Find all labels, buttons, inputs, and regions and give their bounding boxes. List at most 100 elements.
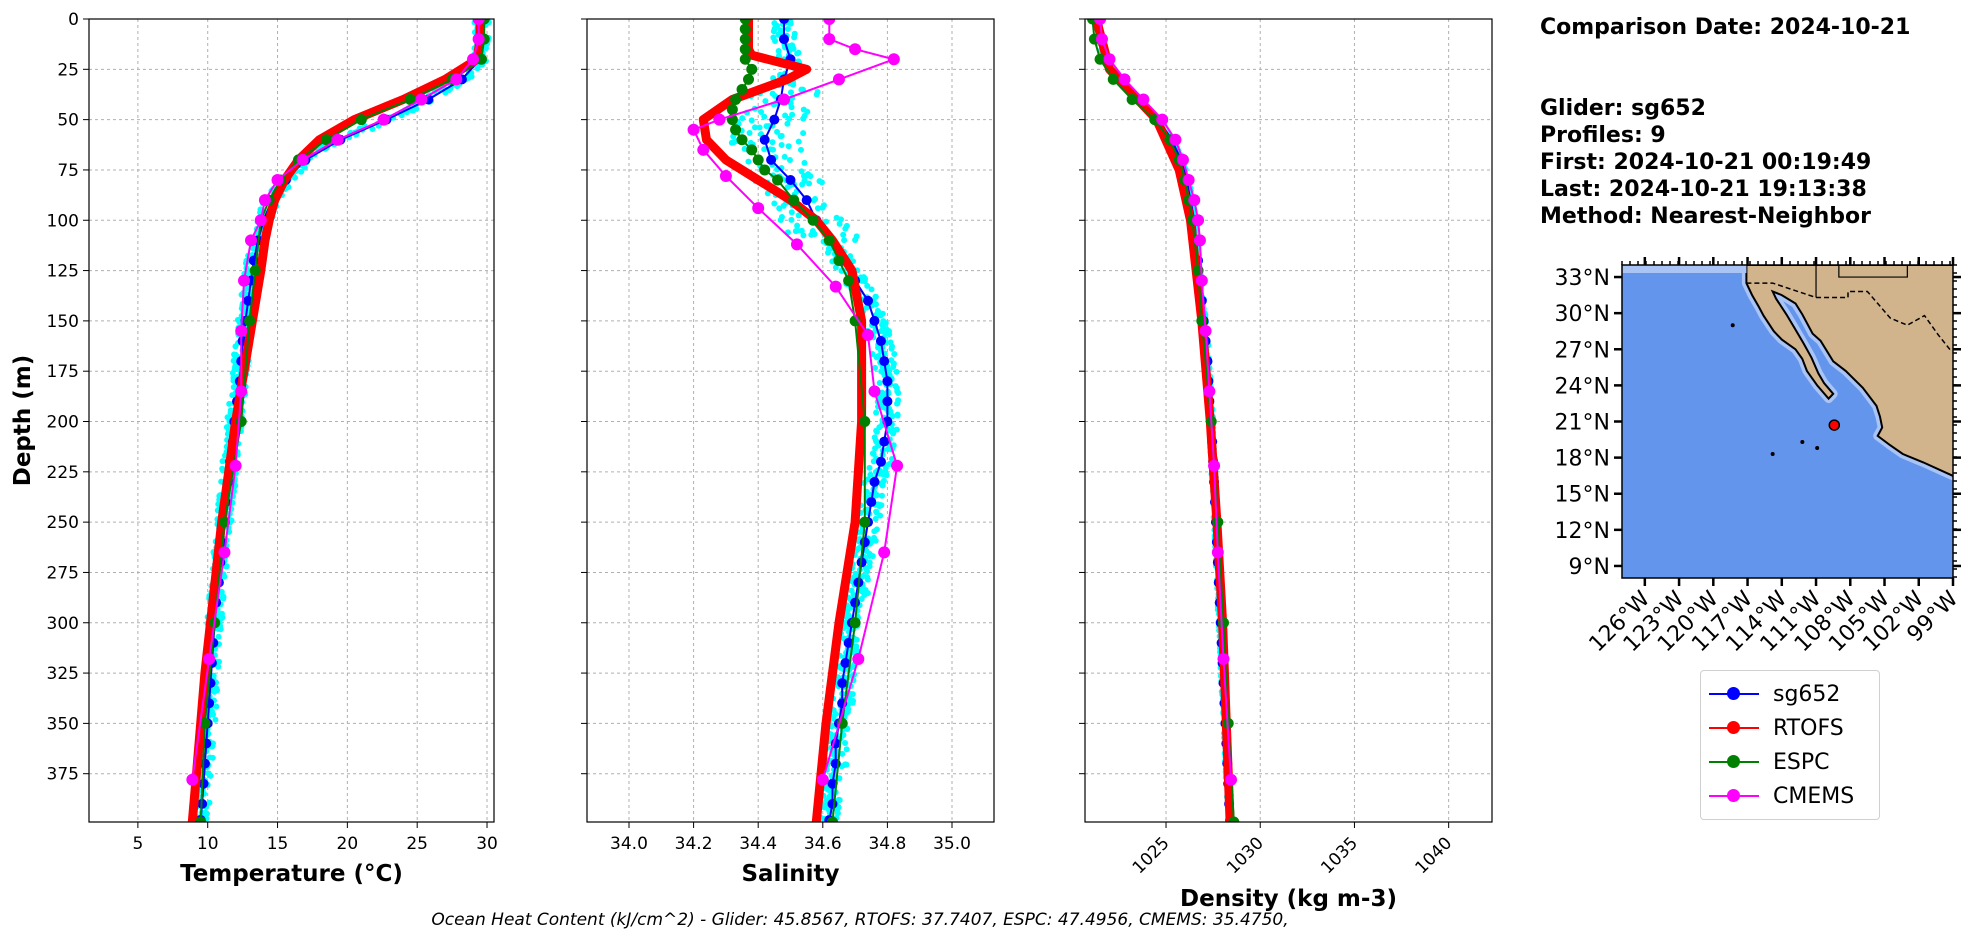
x-axis-label: Temperature (°C) [180,861,403,887]
raw-glider-point [784,120,791,127]
data-point-sg652 [875,456,886,467]
raw-glider-point [835,796,842,803]
raw-glider-point [785,143,792,150]
axes-frame [88,18,495,823]
legend-label: sg652 [1773,681,1841,707]
legend-dot [1727,687,1740,700]
raw-glider-point [483,44,490,51]
legend-dot [1727,755,1740,768]
series-line-espc [731,19,866,822]
x-axis-label: Density (kg m-3) [1180,886,1397,912]
raw-glider-point [728,139,735,146]
data-point-cmems [832,73,845,86]
legend-marker [1709,752,1759,772]
data-point-espc [823,234,835,246]
raw-glider-point [871,434,878,441]
shelf-band [1622,265,1747,273]
x-axis-label: Salinity [741,861,839,887]
raw-glider-point [791,34,798,41]
data-point-cmems [687,123,700,136]
raw-glider-point [219,614,226,621]
x-tick-label: 34.0 [610,834,648,854]
raw-glider-point [801,177,808,184]
data-point-cmems [271,174,284,187]
data-point-cmems [1156,113,1169,126]
data-point-espc [743,73,755,85]
raw-glider-point [298,168,305,175]
raw-glider-point [739,115,746,122]
raw-glider-point [780,202,787,209]
data-point-cmems [1208,459,1221,472]
x-tick-label: 1040 [1411,833,1456,878]
raw-glider-point [872,537,879,544]
map-area [1622,265,1953,578]
raw-glider-point [788,209,795,216]
raw-glider-point [231,351,238,358]
raw-glider-point [788,216,795,223]
x-tick-label: 30 [476,834,498,854]
raw-glider-point [786,115,793,122]
raw-glider-point [209,754,216,761]
raw-glider-point [833,214,840,221]
legend-dot [1727,721,1740,734]
data-point-sg652 [863,295,874,306]
raw-glider-point [220,593,227,600]
raw-glider-point [894,411,901,418]
raw-glider-point [774,128,781,135]
last-time: Last: 2024-10-21 19:13:38 [1540,177,1867,202]
data-point-cmems [1118,73,1131,86]
legend-entry: ESPC [1709,745,1871,779]
data-point-cmems [331,133,344,146]
raw-glider-point [226,400,233,407]
data-point-cmems [377,113,390,126]
x-tick-label: 1025 [1129,833,1174,878]
y-tick-label: 200 [47,413,79,433]
raw-glider-point [224,414,231,421]
raw-glider-point [769,139,776,146]
data-point-sg652 [827,778,838,789]
raw-glider-point [210,672,217,679]
lat-tick-label: 33°N [1555,266,1610,291]
legend-entry: CMEMS [1709,779,1871,813]
data-point-cmems [235,385,248,398]
raw-glider-point [230,374,237,381]
raw-glider-point [756,124,763,131]
data-point-cmems [1225,773,1238,786]
y-axis-label: Depth (m) [10,355,36,487]
comparison-date: Comparison Date: 2024-10-21 [1540,15,1911,40]
raw-glider-point [889,413,896,420]
x-tick-label: 1030 [1223,833,1268,878]
raw-glider-point [840,231,847,238]
legend-entry: RTOFS [1709,711,1871,745]
raw-glider-point [869,553,876,560]
raw-glider-point [761,146,768,153]
raw-glider-point [843,746,850,753]
x-tick-label: 10 [197,834,219,854]
raw-glider-point [892,383,899,390]
data-point-cmems [816,773,829,786]
x-tick-label: 34.4 [739,834,777,854]
raw-glider-point [219,458,226,465]
data-point-espc [826,816,838,822]
raw-glider-point [826,793,833,800]
x-tick-label: 34.8 [868,834,906,854]
raw-glider-point [800,130,807,137]
data-point-sg652 [843,637,854,648]
raw-glider-point [882,464,889,471]
data-point-espc [772,174,784,186]
data-point-cmems [823,19,836,25]
data-point-cmems [467,53,480,66]
data-point-sg652 [879,356,890,367]
raw-glider-point [285,183,292,190]
raw-glider-point [231,366,238,373]
data-point-espc [475,53,487,65]
raw-glider-point [855,545,862,552]
raw-glider-point [849,664,856,671]
data-point-cmems [1195,274,1208,287]
data-point-espc [244,315,256,327]
inset-map: 33°N30°N27°N24°N21°N18°N15°N12°N9°N126°W… [1555,257,1963,657]
glider-id: Glider: sg652 [1540,96,1706,121]
raw-glider-point [745,158,752,165]
data-point-espc [849,617,861,629]
data-point-espc [746,63,758,75]
